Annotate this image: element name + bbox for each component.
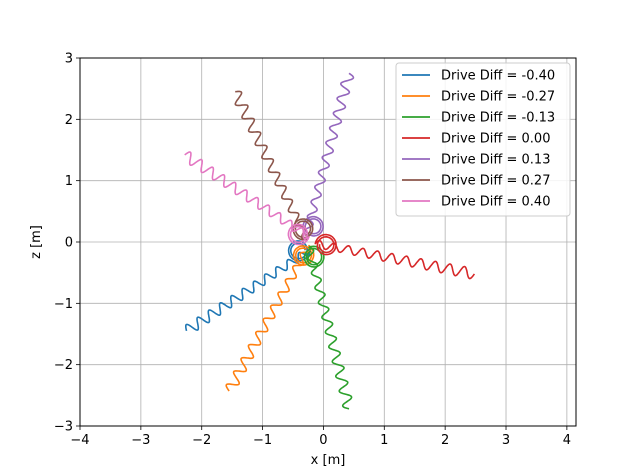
- y-tick-label: 3: [65, 52, 73, 67]
- legend-entry: Drive Diff = 0.40: [441, 195, 550, 210]
- x-tick-label: −1: [253, 433, 272, 448]
- series-line: [185, 240, 311, 332]
- x-tick-label: 3: [502, 433, 510, 448]
- x-axis-label: x [m]: [311, 453, 346, 468]
- legend-entry: Drive Diff = 0.00: [441, 132, 550, 147]
- legend-entry: Drive Diff = 0.13: [441, 153, 550, 168]
- legend-entry: Drive Diff = 0.27: [441, 174, 550, 189]
- series-line: [234, 90, 314, 241]
- series-line: [225, 244, 315, 392]
- series-line: [184, 151, 310, 246]
- x-tick-label: 4: [563, 433, 571, 448]
- y-tick-label: −1: [54, 297, 73, 312]
- y-tick-label: 1: [65, 174, 73, 189]
- series-line: [314, 233, 476, 280]
- legend-entry: Drive Diff = -0.13: [441, 111, 555, 126]
- legend-entry: Drive Diff = -0.40: [441, 69, 555, 84]
- legend: Drive Diff = -0.40 Drive Diff = -0.27 Driv…: [395, 62, 571, 217]
- x-tick-label: 0: [319, 433, 327, 448]
- x-tick-label: −3: [131, 433, 150, 448]
- y-tick-label: −3: [54, 420, 73, 435]
- x-tick-label: 2: [441, 433, 449, 448]
- y-tick-label: −2: [54, 358, 73, 373]
- y-tick-label: 0: [65, 236, 73, 251]
- legend-entry: Drive Diff = -0.27: [441, 90, 555, 105]
- x-tick-label: −2: [192, 433, 211, 448]
- x-tick-label: 1: [380, 433, 388, 448]
- x-tick-label: −4: [70, 433, 89, 448]
- y-axis-label: z [m]: [29, 225, 44, 259]
- y-tick-label: 2: [65, 113, 73, 128]
- legend-frame: [395, 62, 571, 217]
- series-group: [184, 72, 476, 410]
